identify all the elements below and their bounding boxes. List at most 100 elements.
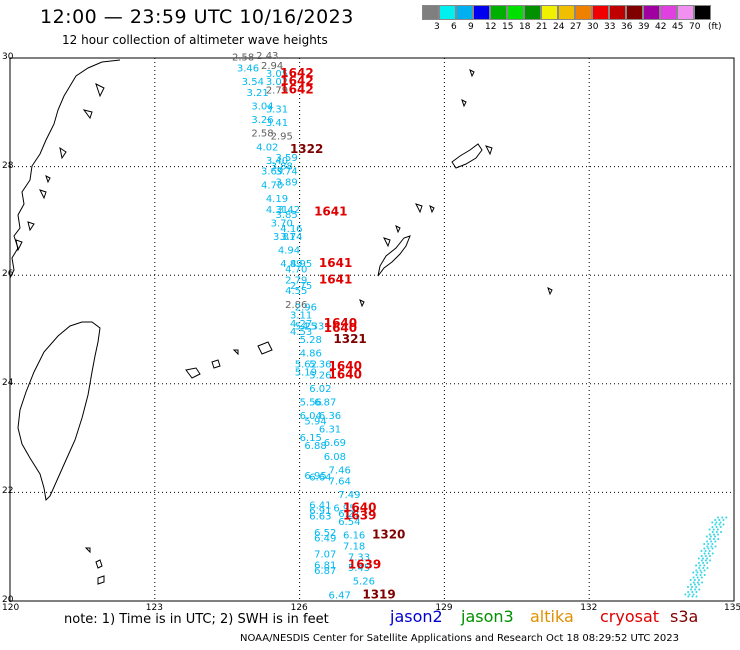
- swh-label: 6.16: [343, 531, 365, 542]
- swh-label: 6.87: [314, 566, 336, 577]
- coastlines: [9, 59, 553, 585]
- swh-label: 3.31: [266, 104, 288, 115]
- swh-label: 3.05: [266, 69, 288, 80]
- batanes-islands: [84, 547, 105, 585]
- colorbar-swatch: [422, 5, 439, 20]
- pass-label: 1322: [290, 142, 323, 156]
- swh-label: 5.26: [309, 370, 331, 381]
- lon-tick-label: 129: [435, 603, 453, 613]
- swh-label: 6.87: [314, 398, 336, 409]
- swh-label: 5.56: [300, 398, 322, 409]
- swath-mark: •••: [708, 531, 720, 539]
- swath-mark: •••: [683, 591, 695, 599]
- colorbar-tick: 30: [587, 22, 599, 32]
- china-coast-islands: [15, 83, 105, 252]
- pass-label: 1321: [333, 332, 366, 346]
- china-coast: [9, 59, 121, 279]
- swath-mark: •••: [699, 548, 711, 556]
- colorbar-tick: 18: [519, 22, 531, 32]
- swh-label: 6.95: [333, 503, 355, 514]
- colorbar-swatch: [643, 5, 660, 20]
- colorbar-swatch: [609, 5, 626, 20]
- page-title: 12:00 — 23:59 UTC 10/16/2023: [40, 6, 354, 28]
- swh-label: 7.64: [329, 476, 351, 487]
- swh-label: 3.40: [266, 156, 288, 167]
- mission-altika: altika: [530, 607, 574, 626]
- footer-credit: NOAA/NESDIS Center for Satellite Applica…: [240, 633, 679, 644]
- pass-label: 1319: [362, 587, 395, 601]
- pass-label: 1640: [329, 367, 362, 381]
- colorbar-tick: 21: [536, 22, 548, 32]
- swh-label: 3.11: [290, 311, 312, 322]
- okinawa-island: [377, 235, 411, 277]
- swh-label: 5.25: [295, 322, 317, 333]
- pass-label: 1642: [280, 66, 313, 80]
- swh-label: 5.36: [309, 360, 331, 371]
- swath-mark: •••: [700, 557, 712, 565]
- lon-tick-label: 123: [145, 603, 163, 613]
- swath-mark: •••: [694, 567, 706, 575]
- swath-mark: •••: [689, 576, 701, 584]
- swath-mark: •••: [702, 540, 714, 548]
- swh-label: 4.33: [302, 322, 324, 333]
- swh-label: 4.94: [278, 245, 300, 256]
- swh-label: 4.89: [280, 259, 302, 270]
- swh-label: 3.46: [237, 64, 259, 75]
- colorbar-tick: 15: [502, 22, 514, 32]
- map-grid: [10, 58, 734, 601]
- swh-label: 4.31: [266, 205, 288, 216]
- swath-mark: •••: [713, 521, 725, 529]
- swath-mark: •••: [703, 550, 715, 558]
- swh-label: 6.88: [304, 441, 326, 452]
- swath-mark: •••: [710, 519, 722, 527]
- swh-label: 5.19: [295, 368, 317, 379]
- swh-label: 2.58: [232, 53, 254, 64]
- colorbar-unit: (ft): [708, 22, 722, 32]
- colorbar-swatch: [558, 5, 575, 20]
- pass-label: 1640: [324, 321, 357, 335]
- colorbar-swatch: [626, 5, 643, 20]
- colorbar-tick: 27: [570, 22, 582, 32]
- lat-tick-label: 28: [2, 160, 14, 171]
- swh-label: 3.88: [271, 161, 293, 172]
- swh-label: 6.02: [309, 384, 331, 395]
- colorbar-swatch: [575, 5, 592, 20]
- pass-label: 1641: [319, 256, 352, 270]
- right-edge-swath: ••••••••••••••••••••••••••••••••••••••••…: [683, 514, 728, 601]
- lat-tick-label: 22: [2, 486, 14, 497]
- swath-mark: •••: [686, 593, 698, 601]
- swath-mark: •••: [708, 526, 720, 534]
- swh-label: 3.69: [261, 167, 283, 178]
- colorbar-tick: 3: [434, 22, 440, 32]
- colorbar-tick: 33: [604, 22, 616, 32]
- yaeyama-islands: [185, 341, 273, 379]
- swath-mark: •••: [713, 516, 725, 524]
- swath-mark: •••: [700, 552, 712, 560]
- swh-label: 6.21: [338, 509, 360, 520]
- swh-label: 6.15: [300, 433, 322, 444]
- swh-label: 3.26: [251, 115, 273, 126]
- swh-label: 6.47: [329, 590, 351, 601]
- swath-mark: •••: [697, 564, 709, 572]
- swath-mark: •••: [691, 569, 703, 577]
- swh-label: 6.08: [324, 452, 346, 463]
- colorbar: [422, 5, 711, 20]
- swath-mark: •••: [694, 562, 706, 570]
- lat-tick-label: 24: [2, 377, 14, 388]
- lon-tick-label: 126: [290, 603, 308, 613]
- swh-label: 6.49: [314, 533, 336, 544]
- colorbar-tick: 24: [553, 22, 565, 32]
- swath-mark: •••: [710, 524, 722, 532]
- swh-label: 3.42: [278, 205, 300, 216]
- swh-label: 3.70: [271, 218, 293, 229]
- colorbar-tick: 70: [689, 22, 701, 32]
- swh-label: 3.74: [275, 167, 297, 178]
- swh-label: 7.49: [338, 490, 360, 501]
- swath-mark: •••: [689, 581, 701, 589]
- swh-label: 6.41: [309, 501, 331, 512]
- swh-label: 5.62: [295, 360, 317, 371]
- swath-mark: •••: [708, 536, 720, 544]
- mission-jason3: jason3: [461, 607, 514, 626]
- swh-label: 6.63: [309, 512, 331, 523]
- swath-mark: •••: [711, 528, 723, 536]
